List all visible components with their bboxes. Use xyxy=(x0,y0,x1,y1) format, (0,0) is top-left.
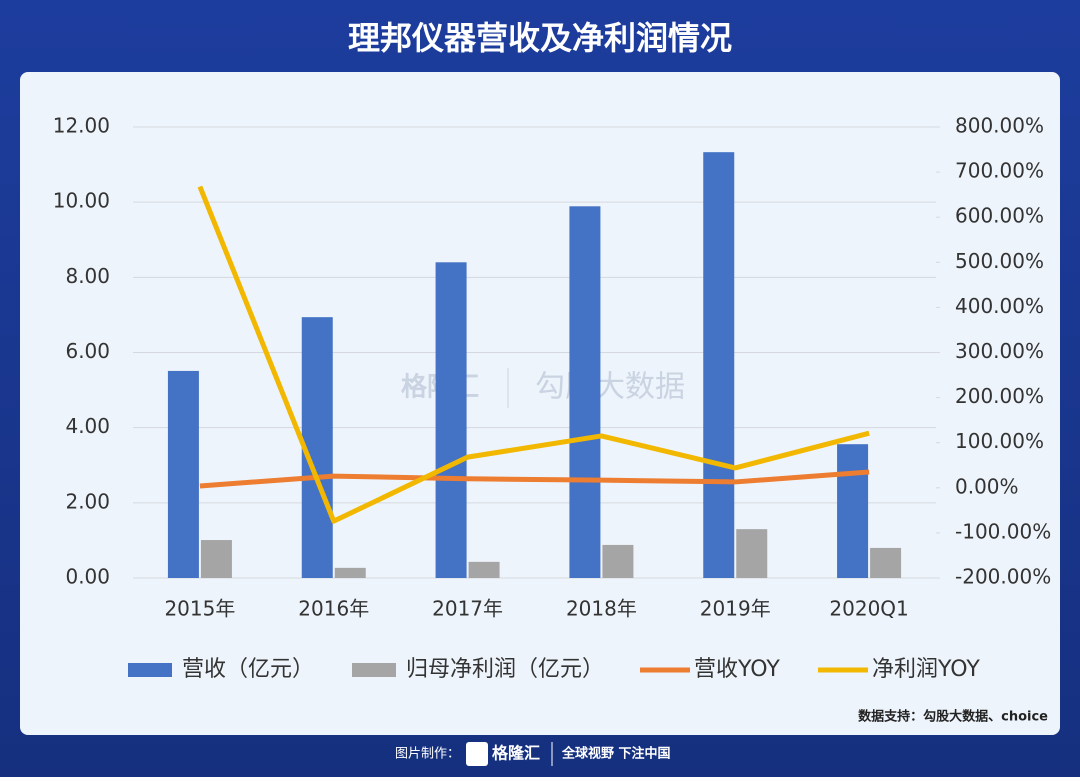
y-tick-label: 6.00 xyxy=(65,339,110,363)
y2-tick-label: 500.00% xyxy=(955,249,1044,273)
line xyxy=(199,469,870,489)
y-tick-label: 2.00 xyxy=(65,489,110,513)
y2-tick-label: 400.00% xyxy=(955,294,1044,318)
y-tick-label: 8.00 xyxy=(65,264,110,288)
footer-logo: 格隆汇 xyxy=(492,744,540,763)
y2-tick-label: -100.00% xyxy=(955,519,1051,543)
bar xyxy=(200,540,232,578)
line xyxy=(197,185,870,524)
bar xyxy=(167,370,199,578)
x-tick-label: 2016年 xyxy=(298,597,369,621)
bar xyxy=(837,444,869,578)
bar xyxy=(736,529,768,578)
x-tick-label: 2018年 xyxy=(566,597,637,621)
legend-label: 归母净利润（亿元） xyxy=(406,657,604,682)
bar xyxy=(569,206,601,578)
y2-tick-label: 700.00% xyxy=(955,159,1044,183)
x-tick-label: 2019年 xyxy=(700,597,771,621)
bar xyxy=(703,152,735,578)
card xyxy=(20,72,1060,735)
legend-marker xyxy=(352,663,396,677)
logo-icon xyxy=(466,742,488,766)
x-tick-label: 2017年 xyxy=(432,597,503,621)
legend-label: 净利润YOY xyxy=(872,657,980,682)
legend-marker xyxy=(128,663,172,677)
footer-label: 图片制作： xyxy=(395,747,460,762)
bar xyxy=(435,262,467,578)
watermark: 勾股大数据 xyxy=(535,370,685,405)
bar xyxy=(870,547,902,578)
y-tick-label: 12.00 xyxy=(53,114,110,138)
y-tick-label: 10.00 xyxy=(53,189,110,213)
y2-tick-label: 200.00% xyxy=(955,384,1044,408)
y2-tick-label: 100.00% xyxy=(955,429,1044,453)
y2-tick-label: 800.00% xyxy=(955,114,1044,138)
bar xyxy=(602,544,634,578)
y-tick-label: 4.00 xyxy=(65,414,110,438)
footer-slogan: 全球视野 下注中国 xyxy=(561,746,671,762)
y2-tick-label: -200.00% xyxy=(955,565,1051,589)
chart-title: 理邦仪器营收及净利润情况 xyxy=(348,19,732,57)
x-tick-label: 2020Q1 xyxy=(829,597,908,621)
bar xyxy=(334,567,366,578)
x-tick-label: 2015年 xyxy=(164,597,235,621)
legend-label: 营收YOY xyxy=(694,657,780,682)
y2-tick-label: 0.00% xyxy=(955,474,1019,498)
y2-tick-label: 600.00% xyxy=(955,204,1044,228)
source: 数据支持：勾股大数据、choice xyxy=(858,709,1048,725)
y2-tick-label: 300.00% xyxy=(955,339,1044,363)
legend-label: 营收（亿元） xyxy=(182,657,314,682)
bar xyxy=(468,561,500,578)
y-tick-label: 0.00 xyxy=(65,565,110,589)
